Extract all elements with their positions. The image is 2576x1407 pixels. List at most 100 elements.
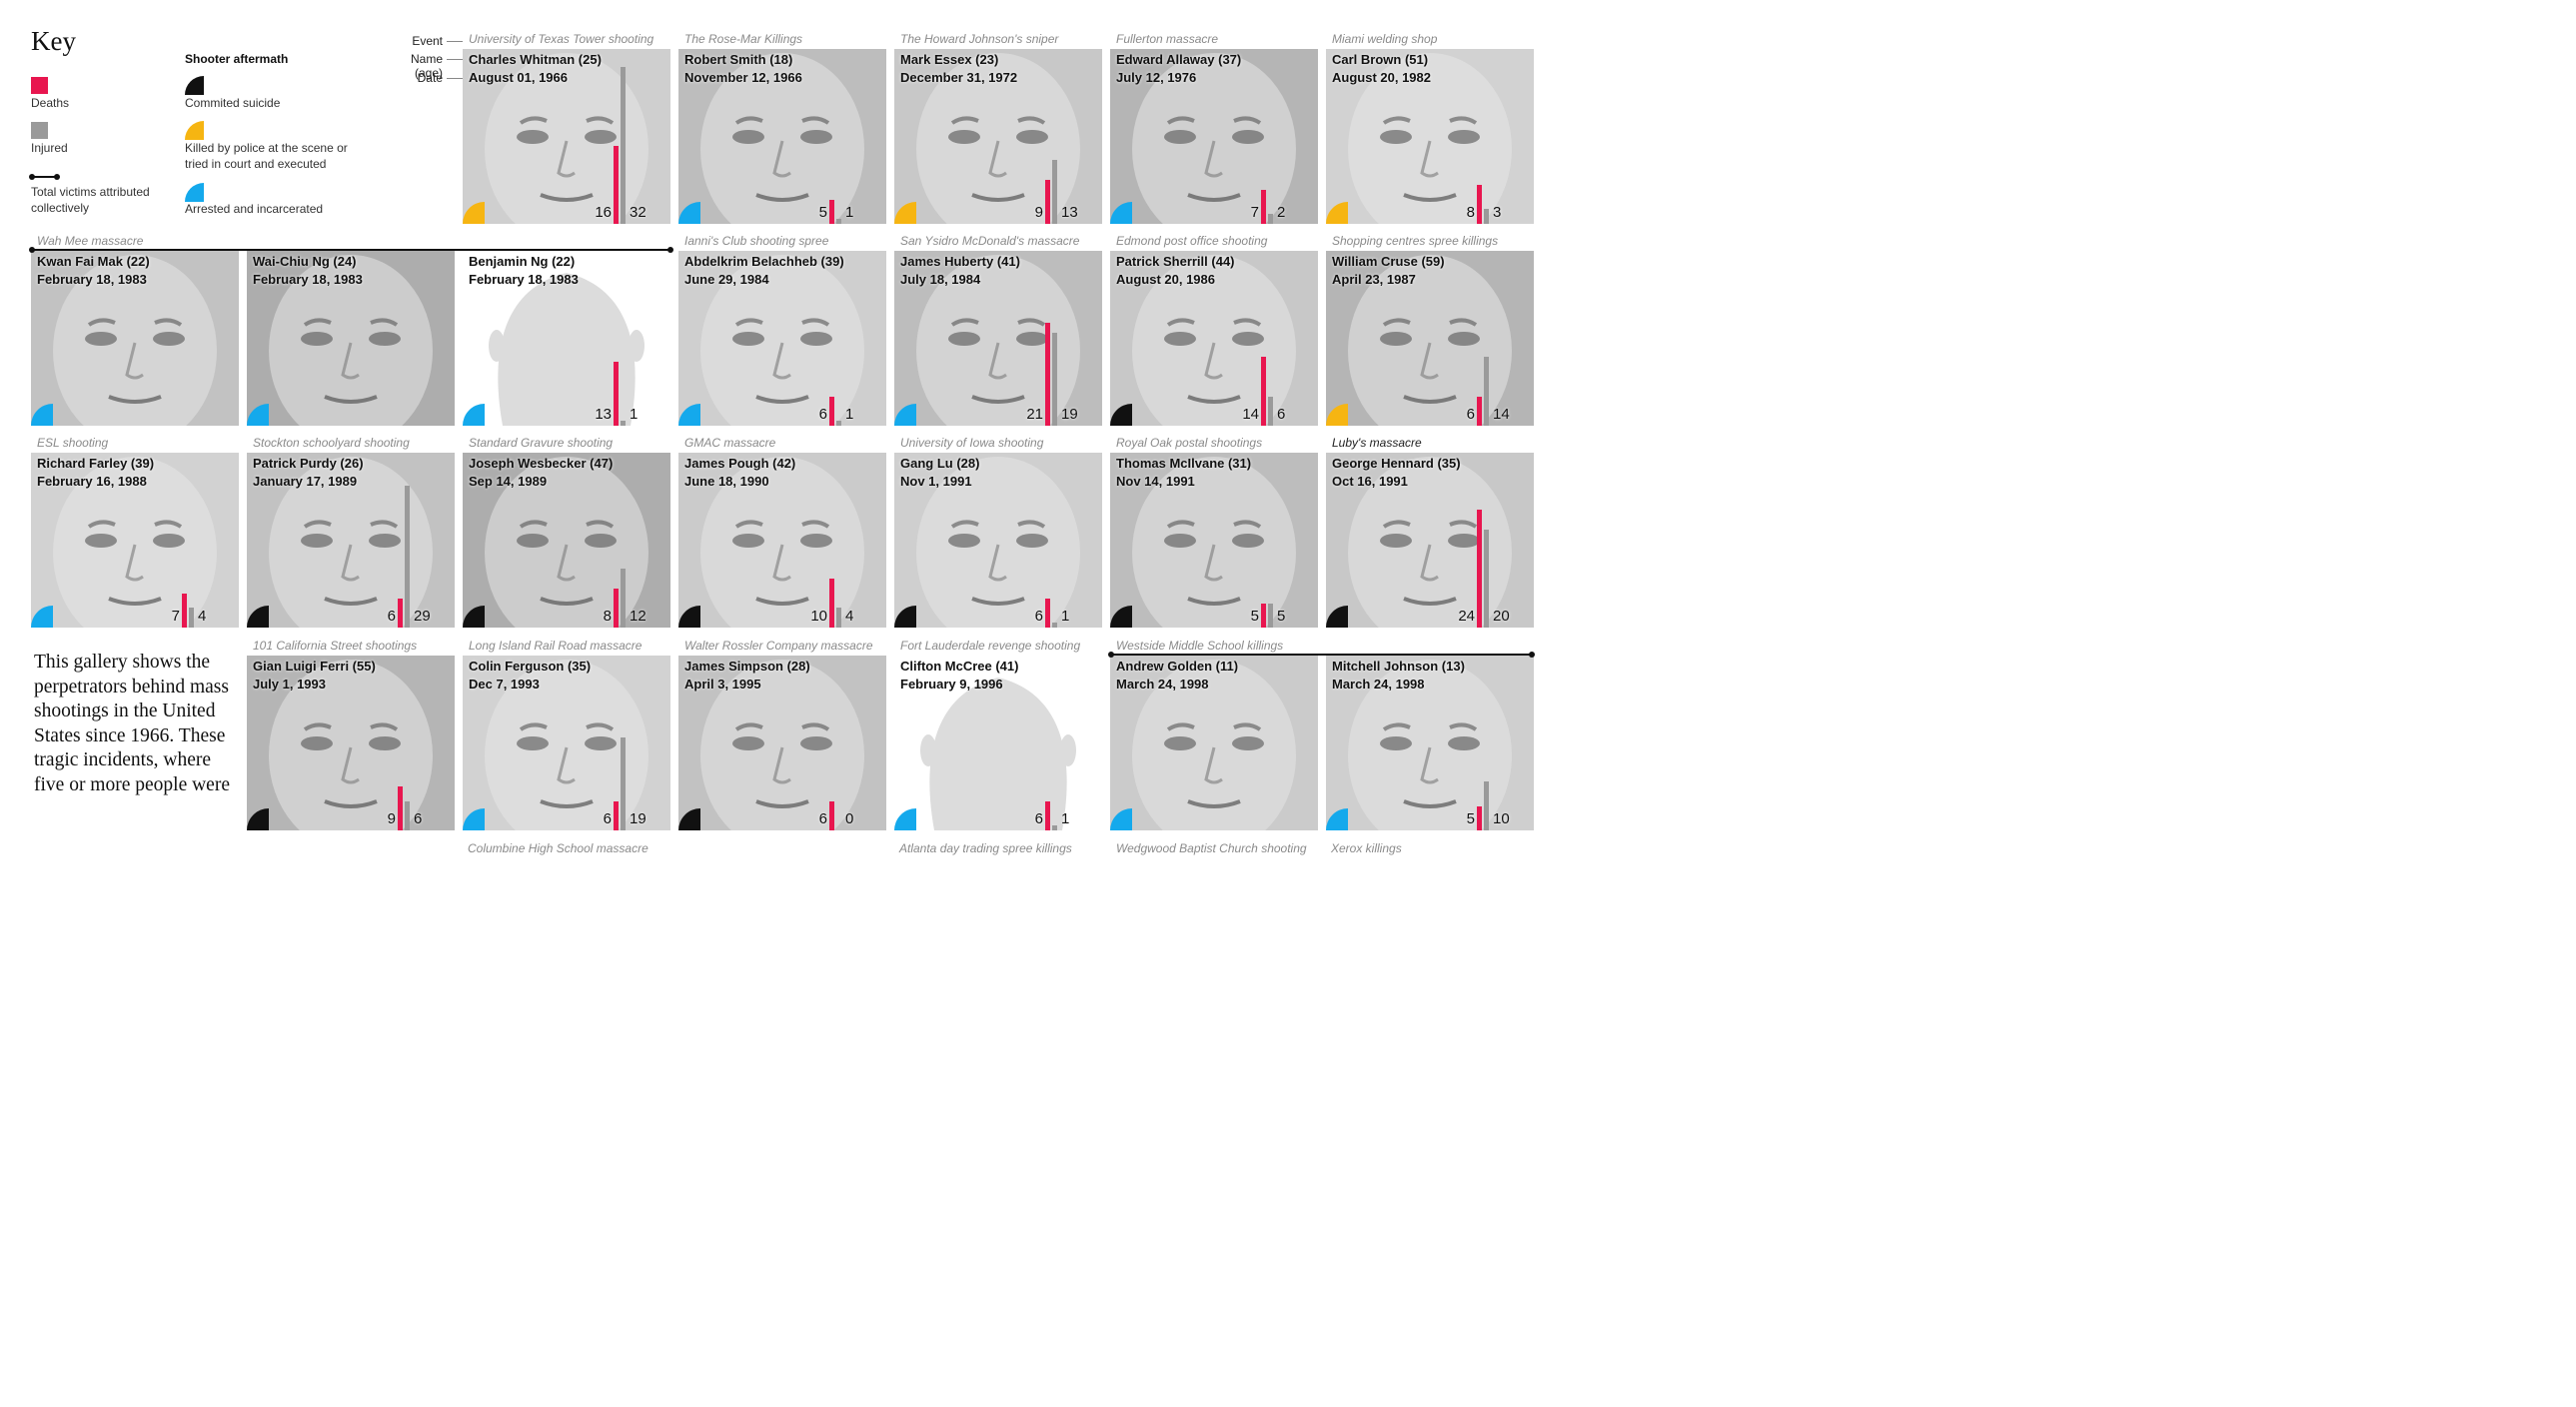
deaths-count: 13 — [595, 406, 612, 423]
injured-count: 6 — [414, 810, 423, 827]
incident-date: Nov 14, 1991 — [1116, 474, 1195, 489]
portrait-photo — [247, 656, 455, 830]
intro-text: This gallery shows the perpetrators behi… — [34, 652, 230, 795]
portrait-photo — [463, 453, 670, 628]
suicide-icon — [1110, 606, 1132, 628]
perpetrator-card: Richard Farley (39) February 16, 1988 7 4 — [31, 453, 239, 628]
event-label: The Rose-Mar Killings — [684, 32, 803, 46]
perpetrator-card: James Simpson (28) April 3, 1995 6 0 — [678, 656, 886, 830]
annotation-date: Date — [417, 71, 443, 85]
incident-date: June 29, 1984 — [684, 272, 769, 287]
injured-count: 12 — [630, 608, 646, 625]
event-label: Shopping centres spree killings — [1332, 234, 1499, 248]
key-title: Key — [31, 26, 76, 56]
perpetrator-card: Kwan Fai Mak (22) February 18, 1983 — [31, 251, 239, 426]
event-label: ESL shooting — [37, 436, 109, 450]
deaths-count: 6 — [818, 810, 827, 827]
incident-date: March 24, 1998 — [1332, 677, 1425, 692]
event-label-atlanta: Atlanta day trading spree killings — [899, 841, 1072, 855]
incident-date: January 17, 1989 — [253, 474, 358, 489]
arrested-icon — [185, 183, 204, 202]
perpetrator-card: Patrick Sherrill (44) August 20, 1986 14 6 — [1110, 251, 1318, 426]
suicide-icon — [463, 606, 485, 628]
portrait-photo — [463, 49, 670, 224]
injured-swatch — [31, 122, 48, 139]
injured-count: 13 — [1061, 204, 1078, 221]
killed-icon — [894, 202, 916, 224]
incident-date: August 01, 1966 — [469, 70, 568, 85]
perpetrator-card: Gang Lu (28) Nov 1, 1991 6 1 — [894, 453, 1102, 628]
perpetrator-name: William Cruse (59) — [1332, 254, 1445, 269]
killed-icon — [463, 202, 485, 224]
event-label-xerox: Xerox killings — [1331, 841, 1402, 855]
portrait-photo — [1326, 251, 1534, 426]
injured-count: 10 — [1493, 810, 1510, 827]
perpetrator-name: Robert Smith (18) — [684, 52, 793, 67]
injured-count: 1 — [630, 406, 639, 423]
perpetrator-card: Mark Essex (23) December 31, 1972 9 13 — [894, 49, 1102, 224]
incident-date: February 16, 1988 — [37, 474, 147, 489]
injured-count: 4 — [845, 608, 854, 625]
incident-date: August 20, 1986 — [1116, 272, 1215, 287]
perpetrator-name: James Pough (42) — [684, 456, 796, 471]
westside-end-dot — [1529, 652, 1535, 658]
suicide-icon — [894, 606, 916, 628]
arrested-icon — [894, 404, 916, 426]
deaths-count: 7 — [1250, 204, 1259, 221]
portrait-photo — [678, 453, 886, 628]
deaths-bar — [829, 199, 834, 224]
arrested-icon — [894, 808, 916, 830]
wah-mee-start-dot — [29, 247, 35, 253]
total-line-start-dot — [29, 174, 35, 180]
injured-bar — [1484, 209, 1489, 224]
portrait-photo — [31, 453, 239, 628]
total-line-icon — [31, 176, 58, 178]
deaths-count: 24 — [1458, 608, 1475, 625]
perpetrator-name: Joseph Wesbecker (47) — [469, 456, 614, 471]
event-label-columbine: Columbine High School massacre — [468, 841, 648, 855]
deaths-count: 5 — [1250, 608, 1259, 625]
perpetrator-card: Carl Brown (51) August 20, 1982 8 3 — [1326, 49, 1534, 224]
key-suicide-label: Commited suicide — [185, 96, 281, 110]
perpetrator-card: Charles Whitman (25) August 01, 1966 16 32 — [463, 49, 670, 224]
perpetrator-card: Joseph Wesbecker (47) Sep 14, 1989 8 12 — [463, 453, 670, 628]
event-label: University of Texas Tower shooting — [469, 32, 654, 46]
perpetrator-card: Wai-Chiu Ng (24) February 18, 1983 — [247, 251, 455, 426]
deaths-bar — [614, 145, 619, 224]
deaths-count: 7 — [171, 608, 180, 625]
perpetrator-card: Thomas McIlvane (31) Nov 14, 1991 5 5 — [1110, 453, 1318, 628]
portrait-photo — [463, 656, 670, 830]
key-deaths-label: Deaths — [31, 96, 70, 110]
event-label: 101 California Street shootings — [253, 639, 418, 653]
event-label: Ianni's Club shooting spree — [684, 234, 829, 248]
deaths-bar — [614, 800, 619, 830]
key-injured-label: Injured — [31, 141, 68, 155]
westside-start-dot — [1108, 652, 1114, 658]
injured-bar — [405, 485, 410, 628]
perpetrator-card: Colin Ferguson (35) Dec 7, 1993 6 19 — [463, 656, 670, 830]
perpetrator-card: James Pough (42) June 18, 1990 10 4 — [678, 453, 886, 628]
injured-count: 1 — [845, 406, 854, 423]
portrait-photo — [1326, 49, 1534, 224]
injured-count: 5 — [1277, 608, 1286, 625]
perpetrator-name: Patrick Sherrill (44) — [1116, 254, 1235, 269]
perpetrator-name: Andrew Golden (11) — [1116, 659, 1239, 674]
arrested-icon — [1110, 808, 1132, 830]
perpetrator-name: Richard Farley (39) — [37, 456, 155, 471]
deaths-bar — [1261, 189, 1266, 224]
annotation-name-tick — [447, 59, 463, 60]
arrested-icon — [247, 404, 269, 426]
key-killed-label: Killed by police at the scene or tried i… — [185, 141, 348, 171]
event-label: San Ysidro McDonald's massacre — [900, 234, 1080, 248]
perpetrator-name: Benjamin Ng (22) — [469, 254, 576, 269]
event-label: GMAC massacre — [684, 436, 776, 450]
perpetrator-name: Gian Luigi Ferri (55) — [253, 659, 376, 674]
perpetrator-card: Clifton McCree (41) February 9, 1996 6 1 — [894, 656, 1102, 830]
event-label: Miami welding shop — [1332, 32, 1438, 46]
event-label: Wah Mee massacre — [37, 234, 144, 248]
event-label: Luby's massacre — [1332, 436, 1422, 450]
incident-date: April 23, 1987 — [1332, 272, 1416, 287]
portrait-photo — [31, 251, 239, 426]
wah-mee-group-line — [31, 249, 671, 251]
injured-count: 6 — [1277, 406, 1286, 423]
